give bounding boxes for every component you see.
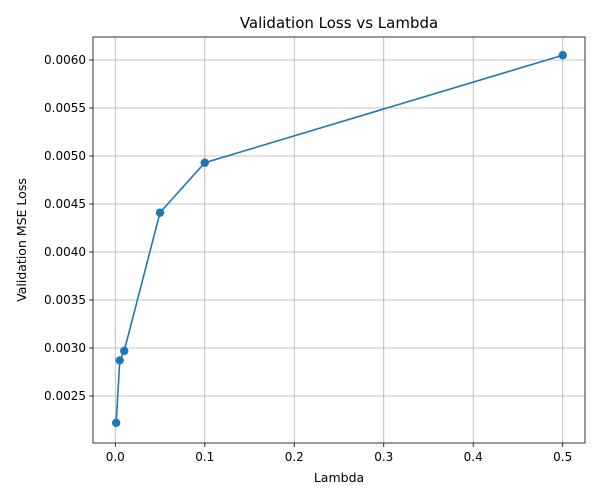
y-tick-label: 0.0025 bbox=[44, 389, 86, 403]
x-tick-label: 0.2 bbox=[285, 450, 304, 464]
x-tick-label: 0.1 bbox=[195, 450, 214, 464]
data-point bbox=[558, 51, 567, 60]
data-point bbox=[155, 208, 165, 217]
x-tick-label: 0.5 bbox=[553, 450, 572, 464]
x-tick-label: 0.0 bbox=[106, 450, 125, 464]
chart-title: Validation Loss vs Lambda bbox=[240, 14, 438, 32]
data-point bbox=[120, 346, 129, 356]
y-axis-label: Validation MSE Loss bbox=[14, 178, 29, 302]
y-tick-label: 0.0040 bbox=[44, 245, 86, 259]
series bbox=[111, 51, 567, 428]
y-tick-label: 0.0060 bbox=[44, 53, 86, 67]
y-tick-label: 0.0035 bbox=[44, 293, 86, 307]
y-tick-label: 0.0050 bbox=[44, 149, 86, 163]
series-line bbox=[115, 54, 563, 423]
data-point bbox=[200, 158, 209, 167]
x-axis-label: Lambda bbox=[314, 470, 364, 485]
x-tick-label: 0.4 bbox=[464, 450, 483, 464]
data-point bbox=[115, 356, 124, 365]
y-tick-label: 0.0055 bbox=[44, 101, 86, 115]
ticks: 0.0 0.1 0.2 0.3 0.4 0.5 0.0025 0.0030 0.0035 0.00… bbox=[44, 53, 572, 464]
plot-frame bbox=[92, 36, 586, 444]
data-point bbox=[111, 418, 121, 428]
x-tick-label: 0.3 bbox=[374, 450, 393, 464]
y-tick-label: 0.0045 bbox=[44, 197, 86, 211]
y-tick-label: 0.0030 bbox=[44, 341, 86, 355]
grid bbox=[93, 37, 585, 443]
